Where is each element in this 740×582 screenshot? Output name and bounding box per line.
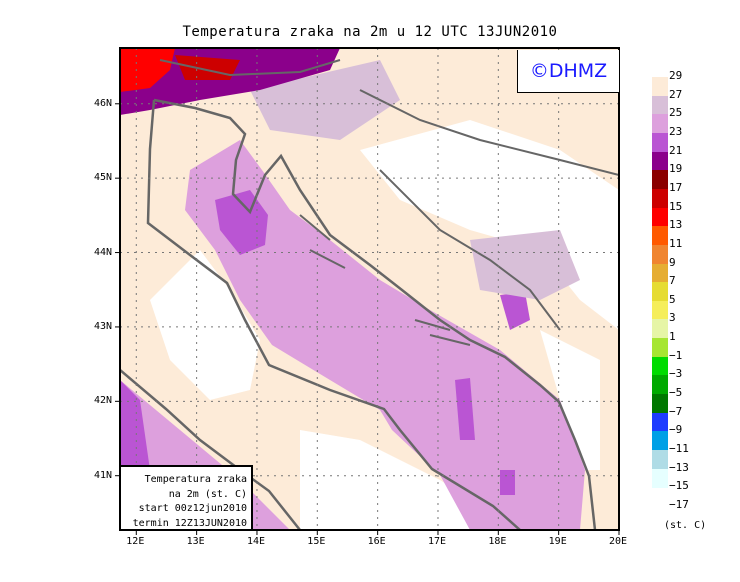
legend-swatch <box>652 375 668 395</box>
axis-ticks <box>115 103 620 535</box>
legend-label: 27 <box>669 87 683 101</box>
legend-swatch <box>652 468 668 488</box>
legend-swatch <box>652 226 668 246</box>
temp-area-25 <box>470 230 580 300</box>
legend-label: 9 <box>669 255 676 269</box>
legend-swatch <box>652 151 668 171</box>
adriatic-sea-temp <box>185 140 585 530</box>
info-line: start 00z12jun2010 <box>138 503 247 514</box>
map-frame <box>119 47 620 531</box>
legend-label: 15 <box>669 199 683 213</box>
temp-area-25 <box>250 60 400 140</box>
legend-label: −9 <box>669 423 683 437</box>
latitude-label: 42N <box>94 395 113 407</box>
legend-swatch <box>652 170 668 190</box>
country-borders <box>159 59 619 331</box>
legend-label: 23 <box>669 124 683 138</box>
info-line: na 2m (st. C) <box>168 488 247 500</box>
longitude-label: 18E <box>488 536 507 547</box>
longitude-label: 14E <box>246 536 266 547</box>
legend-swatch <box>652 263 668 283</box>
legend-label: 25 <box>669 106 683 120</box>
longitude-label: 16E <box>367 536 386 547</box>
longitude-label: 17E <box>427 536 447 547</box>
legend-label: 29 <box>669 69 683 82</box>
temp-area-white <box>150 250 260 400</box>
legend-label: −15 <box>669 479 689 493</box>
legend-swatch <box>652 95 668 115</box>
legend-label: 19 <box>669 162 683 176</box>
temp-area-white <box>300 430 500 530</box>
legend-swatch <box>652 77 668 97</box>
legend-label: −11 <box>669 442 689 455</box>
dhmz-logo: ©DHMZ <box>517 50 619 93</box>
temp-area-13 <box>120 48 175 92</box>
latitude-label: 44N <box>94 246 113 258</box>
legend-label: 11 <box>669 236 683 250</box>
legend-label: −1 <box>669 348 683 362</box>
longitude-label: 12E <box>126 536 145 547</box>
temp-area-21 <box>500 470 515 495</box>
legend-swatch <box>652 319 668 339</box>
temp-area-white <box>540 330 600 470</box>
legend-label: −3 <box>669 367 683 381</box>
legend-label: −5 <box>669 386 683 400</box>
legend-label: −13 <box>669 460 689 474</box>
legend-label: 5 <box>669 292 676 306</box>
legend-swatch <box>652 338 668 358</box>
map-title: Temperatura zraka na 2m u 12 UTC 13JUN20… <box>182 24 558 40</box>
longitude-label: 15E <box>307 536 326 547</box>
legend-swatch <box>652 188 668 209</box>
temp-area-21 <box>215 190 268 255</box>
italian-adriatic-coastline <box>146 99 521 530</box>
latitude-label: 45N <box>94 172 113 184</box>
legend-swatch <box>652 356 668 376</box>
latitude-label: 46N <box>94 97 113 109</box>
legend-swatch <box>652 450 668 470</box>
temp-area-white <box>360 120 619 330</box>
temp-area-21 <box>500 292 530 330</box>
legend-swatch <box>652 114 668 134</box>
islands <box>299 214 471 346</box>
legend-label: 17 <box>669 180 683 194</box>
info-line: Temperatura zraka <box>144 474 247 485</box>
legend-swatch <box>652 207 668 227</box>
legend-label: 13 <box>669 218 683 232</box>
legend-label: −7 <box>669 404 683 418</box>
temp-area-21 <box>455 378 475 440</box>
eastern-adriatic-coastline <box>153 98 597 530</box>
info-line: termin 12Z13JUN2010 <box>132 517 247 529</box>
legend-units: (st. C) <box>664 520 707 531</box>
legend-swatch <box>652 244 668 264</box>
legend-label: 1 <box>669 330 676 344</box>
latitude-label: 41N <box>94 469 113 481</box>
legend-swatch <box>652 300 668 320</box>
longitude-label: 13E <box>186 536 205 547</box>
legend-label: 3 <box>669 311 676 325</box>
legend-swatch <box>652 132 668 153</box>
legend-label: −17 <box>669 497 689 511</box>
legend-swatch <box>652 412 668 432</box>
longitude-label: 19E <box>548 536 567 547</box>
temp-area-21 <box>120 380 150 470</box>
temp-area-19 <box>120 48 340 115</box>
legend-label: 21 <box>669 143 683 157</box>
legend-swatch <box>652 282 668 302</box>
legend-label: 7 <box>669 274 676 288</box>
tyrrhenian-coastline <box>120 369 301 530</box>
legend-swatch <box>652 394 668 414</box>
info-box: Temperatura zraka na 2m (st. C) start 00… <box>121 465 253 529</box>
legend-swatch <box>652 431 668 451</box>
longitude-label: 20E <box>609 536 628 547</box>
latitude-label: 43N <box>94 320 113 332</box>
